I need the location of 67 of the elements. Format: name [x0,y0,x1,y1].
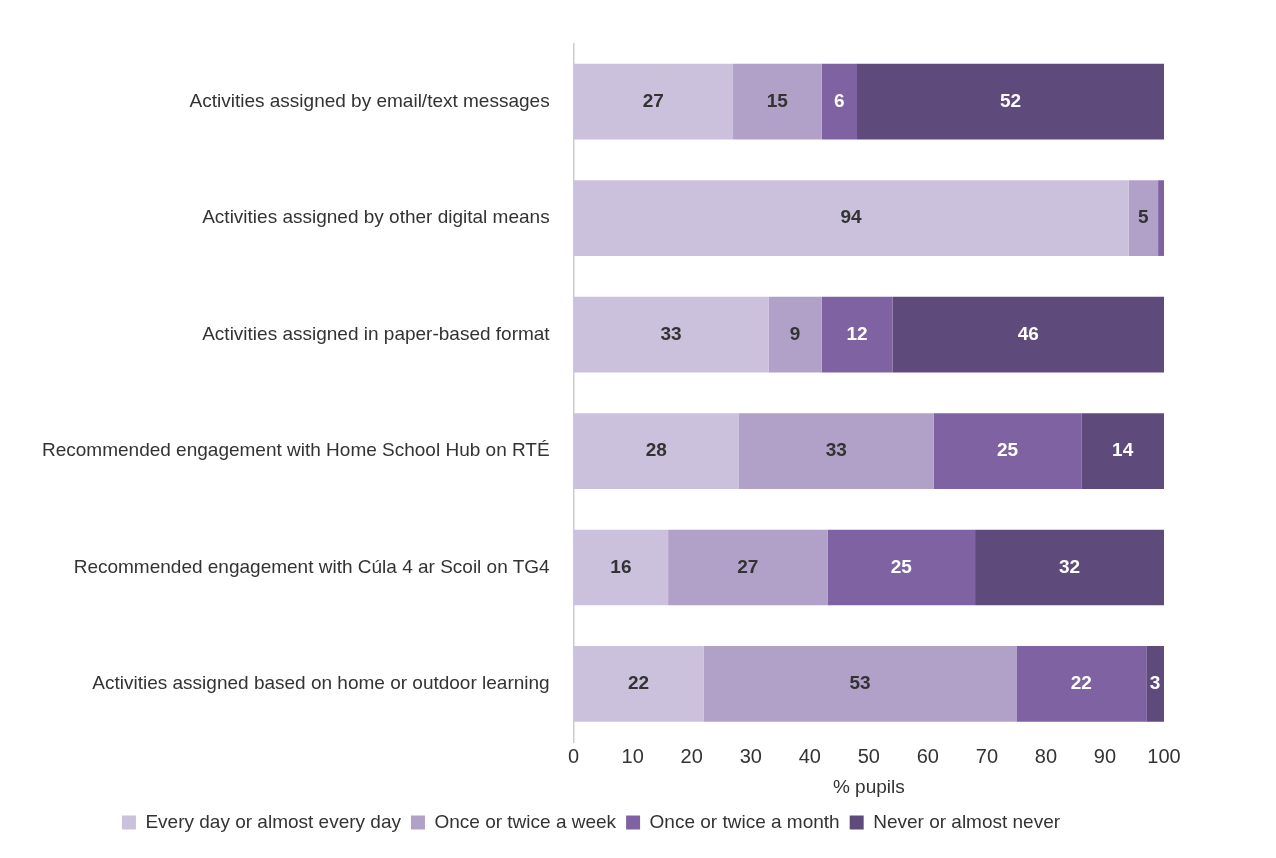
bar [703,646,1017,722]
data-label: 12 [846,322,868,344]
data-label: 28 [645,439,667,461]
legend-label: Once or twice a week [434,810,617,832]
data-label: 33 [825,439,847,461]
data-label: 6 [834,89,845,111]
data-label: 16 [610,555,632,577]
y-tick-label: Recommended engagement with Home School Hub on RTÉ [41,439,550,461]
bar [857,63,1164,140]
data-label: 9 [789,322,801,344]
bar [768,296,822,373]
data-label: 22 [628,672,650,694]
data-label: 53 [849,672,871,694]
x-tick-label: 100 [1147,744,1181,767]
bar [573,296,769,373]
bar [1128,180,1159,256]
data-label: 14 [1112,439,1134,461]
bar [827,529,976,606]
data-label: 22 [1070,672,1092,694]
x-tick-label: 0 [568,744,580,767]
y-tick-label: Activities assigned based on home or outdoor learning [92,672,550,694]
x-tick-label: 40 [798,744,821,767]
y-tick-label: Recommended engagement with Cúla 4 ar Scoil on TG4 [73,555,551,577]
bar [892,296,1164,373]
data-label: 25 [996,439,1019,461]
bar [933,413,1082,489]
bar [573,180,1129,256]
data-label: 3 [1149,672,1161,694]
x-tick-label: 50 [857,744,880,767]
bar [738,413,934,489]
data-label: 15 [766,89,789,111]
bar [573,646,704,722]
bar [573,413,739,489]
x-tick-label: 90 [1093,744,1117,767]
x-tick-label: 10 [621,744,644,767]
data-label: 5 [1138,206,1150,228]
data-label: 32 [1058,555,1081,577]
x-tick-label: 70 [975,744,999,767]
bar [573,63,734,140]
legend-label: Once or twice a month [649,810,840,832]
data-label: 25 [890,555,913,577]
x-tick-label: 60 [916,744,939,767]
legend-label: Never or almost never [873,810,1061,832]
x-tick-label: 20 [680,744,703,767]
bar [1016,646,1147,722]
data-label: 52 [999,89,1022,111]
bar [1146,646,1164,722]
y-tick-label: Activities assigned in paper-based format [202,322,551,344]
bar [668,529,828,606]
bar [821,63,858,140]
data-label: 46 [1017,322,1039,344]
bar [1158,180,1164,256]
data-label: 27 [642,89,664,111]
data-label: 27 [737,555,759,577]
y-tick-label: Activities assigned by other digital means [202,206,550,228]
bar [975,529,1164,606]
data-label: 94 [840,206,863,228]
legend-label: Every day or almost every day [145,810,402,832]
x-axis-title: % pupils [832,775,905,797]
y-tick-label: Activities assigned by email/text messages [189,89,550,111]
bar [573,529,669,606]
bar [821,296,893,373]
x-tick-label: 30 [739,744,762,767]
bar [1081,413,1164,489]
data-label: 33 [660,322,682,344]
x-tick-label: 80 [1034,744,1058,767]
bar [733,63,822,140]
